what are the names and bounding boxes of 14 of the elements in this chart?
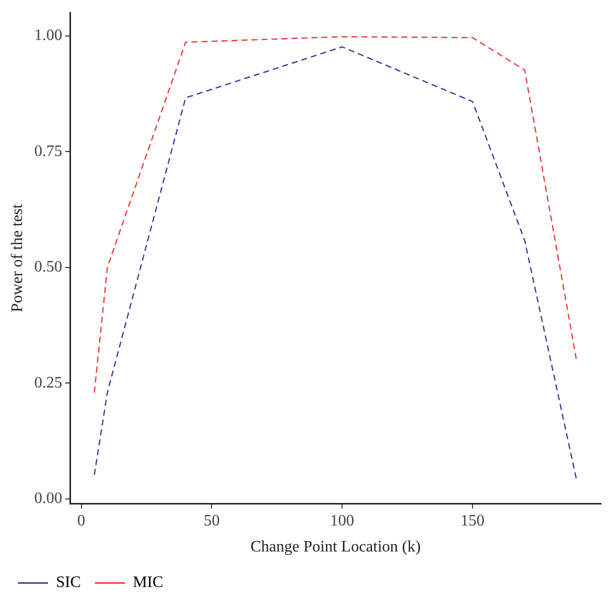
legend-label: MIC — [132, 574, 164, 592]
y-tick-label: 0.50 — [34, 258, 62, 276]
x-tick-label: 50 — [204, 512, 220, 530]
line-series — [94, 36, 578, 394]
y-tick-label: 0.00 — [34, 490, 62, 508]
y-axis-title: Power of the test — [8, 204, 26, 312]
x-tick-label: 100 — [330, 512, 354, 530]
y-tick-label: 0.75 — [34, 142, 62, 160]
y-tick-label: 0.25 — [34, 374, 62, 392]
y-tick-label: 1.00 — [34, 26, 62, 44]
x-tick-label: 0 — [77, 512, 86, 530]
x-axis-title: Change Point Location (k) — [250, 538, 421, 556]
x-tick-label: 150 — [460, 512, 485, 530]
legend-label: SIC — [56, 574, 81, 592]
